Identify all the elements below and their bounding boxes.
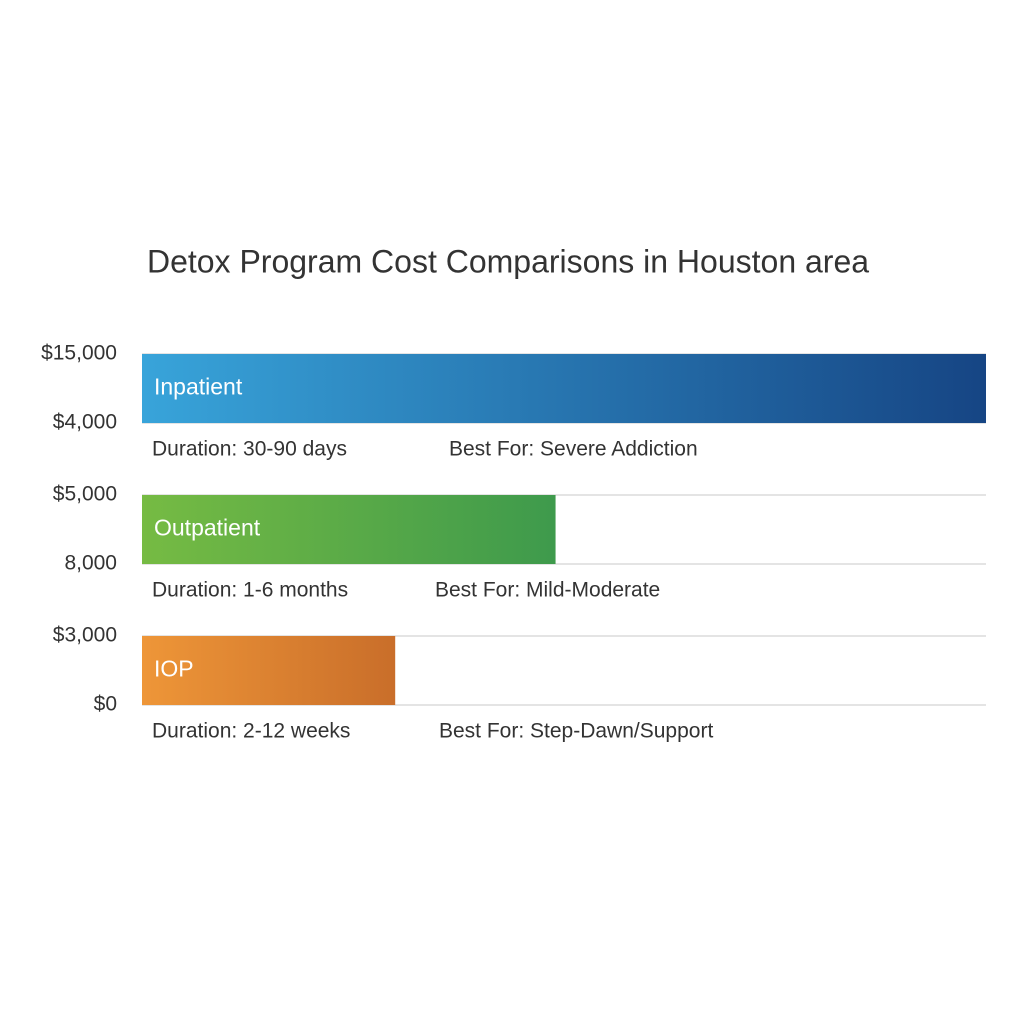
side-label: $5,000 bbox=[53, 483, 117, 506]
bar-label: Outpatient bbox=[154, 515, 261, 541]
bar bbox=[142, 636, 396, 705]
bar-label: IOP bbox=[154, 656, 194, 682]
best-for-note: Best For: Severe Addiction bbox=[449, 438, 698, 461]
side-label: $4,000 bbox=[53, 411, 117, 434]
best-for-note: Best For: Mild-Moderate bbox=[435, 579, 660, 602]
duration-note: Duration: 2-12 weeks bbox=[152, 720, 350, 743]
side-label: 8,000 bbox=[64, 552, 117, 575]
bar bbox=[142, 354, 986, 423]
duration-note: Duration: 30-90 days bbox=[152, 438, 347, 461]
bar-label: Inpatient bbox=[154, 374, 243, 400]
side-label: $3,000 bbox=[53, 624, 117, 647]
bar bbox=[142, 495, 556, 564]
chart-title: Detox Program Cost Comparisons in Housto… bbox=[147, 243, 869, 279]
best-for-note: Best For: Step-Dawn/Support bbox=[439, 720, 713, 743]
side-label: $15,000 bbox=[41, 342, 117, 365]
duration-note: Duration: 1-6 months bbox=[152, 579, 348, 602]
side-label: $0 bbox=[94, 693, 117, 716]
